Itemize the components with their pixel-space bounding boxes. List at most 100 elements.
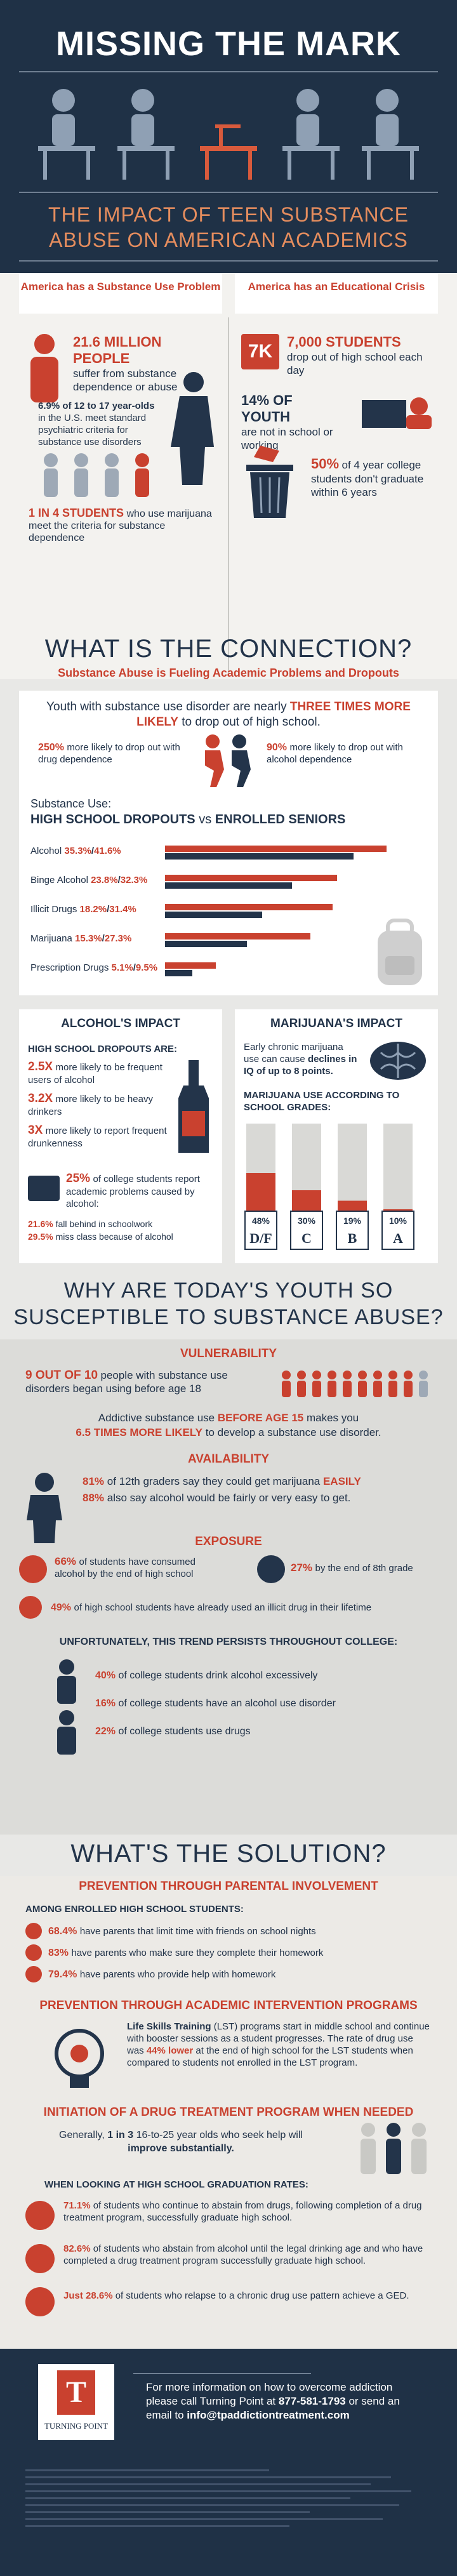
bar-row: Marijuana 15.3%/27.3% [19, 929, 438, 948]
category-label: Alcohol 35.3%/41.6% [30, 846, 121, 856]
solution-section: PREVENTION THROUGH PARENTAL INVOLVEMENT … [0, 1876, 457, 2349]
seniors-value-label: 41.6% [94, 846, 121, 856]
column-divider [228, 317, 229, 673]
graduation-icon-2 [25, 2244, 55, 2273]
person-icon [30, 334, 58, 402]
person-head [343, 1371, 352, 1379]
person-body [282, 1381, 291, 1397]
parental-icon-3 [25, 1966, 42, 1982]
college-drugs-stat: 22% of college students use drugs [95, 1726, 251, 1737]
miss-class-stat: 29.5% miss class because of alcohol [28, 1232, 173, 1242]
before-age-15-stat: Addictive substance use BEFORE AGE 15 ma… [76, 1412, 381, 1438]
iq-decline-text: Early chronic marijuana use can cause de… [244, 1042, 357, 1077]
bar-row: Prescription Drugs 5.1%/9.5% [19, 959, 438, 978]
phone-link[interactable]: 877-581-1793 [278, 2395, 346, 2407]
bar-row: Alcohol 35.3%/41.6% [19, 842, 438, 861]
lightbulb-icon [55, 2029, 104, 2088]
grade-column: 19% B [336, 1124, 369, 1250]
divider [19, 192, 438, 193]
grade-card [290, 1211, 323, 1250]
graduation-stat-1: 71.1% of students who continue to abstai… [63, 2200, 422, 2223]
treatment-heading: INITIATION OF A DRUG TREATMENT PROGRAM W… [43, 2106, 414, 2119]
stat-7000-students: 7,000 STUDENTS drop out of high school e… [287, 334, 423, 376]
backpack-icon [378, 919, 422, 985]
drug-dependence-stat: 250% more likely to drop out with drug d… [38, 742, 180, 765]
stat-1-in-4: 1 IN 4 STUDENTS who use marijuana meet t… [29, 507, 212, 543]
section-subtitle-connection: Substance Abuse is Fueling Academic Prob… [58, 667, 399, 679]
bar-seniors [165, 941, 247, 947]
bar-seniors [165, 970, 192, 976]
parental-icon-2 [25, 1944, 42, 1961]
alcohol-availability-stat: 88% also say alcohol would be fairly or … [83, 1492, 351, 1504]
graduation-icon-1 [25, 2201, 55, 2230]
grade-percent-label: 30% [298, 1216, 316, 1226]
grade-percent-label: 19% [343, 1216, 362, 1226]
stat-14-percent: 14% OF YOUTH are not in school or workin… [241, 392, 333, 451]
illicit-drug-49-percent-stat: 49% of high school students have already… [51, 1602, 372, 1613]
grade-percent-label: 10% [389, 1216, 407, 1226]
brain-icon [370, 1042, 426, 1080]
parental-stat-3: 79.4% have parents who provide help with… [48, 1969, 276, 1980]
page-subtitle: THE IMPACT OF TEEN SUBSTANCE ABUSE ON AM… [48, 203, 409, 251]
graduation-stat-3: Just 28.6% of students who relapse to a … [63, 2290, 409, 2301]
seniors-value-label: 31.4% [109, 904, 136, 915]
college-students-icon [57, 1659, 76, 1755]
category-label: Marijuana 15.3%/27.3% [30, 933, 132, 944]
alcohol-impact-title: ALCOHOL'S IMPACT [61, 1017, 180, 1030]
tab-substance-problem: America has a Substance Use Problem [19, 273, 222, 314]
email-link[interactable]: info@tpaddictiontreatment.com [187, 2409, 350, 2421]
contact-info: For more information on how to overcome … [146, 2381, 400, 2421]
bar-dropouts [165, 875, 338, 881]
person-head [373, 1371, 382, 1379]
person-body [297, 1381, 306, 1397]
connection-panel: Youth with substance use disorder are ne… [19, 691, 438, 995]
among-students-label: AMONG ENROLLED HIGH SCHOOL STUDENTS: [25, 1904, 244, 1915]
substance-use-bar-chart: Alcohol 35.3%/41.6% Binge Alcohol 23.8%/3… [19, 842, 438, 994]
alcohol-stat-3-2x: 3.2X more likely to be heavy drinkers [28, 1092, 153, 1117]
footer: T TURNING POINT For more information on … [0, 2349, 457, 2576]
student-silhouette-icon [27, 1473, 62, 1543]
person-head [282, 1371, 291, 1379]
page-title: MISSING THE MARK [55, 25, 401, 63]
nine-of-ten-stat: 9 OUT OF 10 people with substance use di… [25, 1369, 228, 1395]
divider [19, 260, 438, 262]
marijuana-grades-title: MARIJUANA USE ACCORDING TO SCHOOL GRADES… [244, 1090, 400, 1113]
one-in-three-stat: Generally, 1 in 3 16-to-25 year olds who… [59, 2130, 303, 2154]
exposure-heading: EXPOSURE [195, 1535, 262, 1548]
alcohol-impact-panel: ALCOHOL'S IMPACT HIGH SCHOOL DROPOUTS AR… [19, 1009, 222, 1263]
marijuana-grades-chart: 48% D/F 30% C 19% B 10% A [244, 1124, 414, 1250]
grade-letter-label: D/F [249, 1230, 272, 1246]
alcohol-stat-2-5x: 2.5X more likely to be frequent users of… [28, 1060, 162, 1086]
seniors-value-label: 9.5% [135, 962, 158, 973]
bar-row: Binge Alcohol 23.8%/32.3% [19, 871, 438, 890]
marijuana-availability-stat: 81% of 12th graders say they could get m… [83, 1475, 361, 1487]
dropout-intro: Youth with substance use disorder are ne… [46, 700, 411, 729]
alcohol-icon [19, 1555, 47, 1583]
marijuana-impact-panel: MARIJUANA'S IMPACT Early chronic marijua… [235, 1009, 438, 1263]
seven-k-badge: 7K [241, 334, 279, 369]
person-body [373, 1381, 382, 1397]
turning-point-logo: T TURNING POINT [38, 2364, 114, 2440]
section-title-connection: WHAT IS THE CONNECTION? [44, 635, 413, 663]
stat-6-9-percent: 6.9% of 12 to 17 year-olds in the U.S. m… [38, 401, 155, 448]
person-body [312, 1381, 321, 1397]
bar-dropouts [165, 962, 216, 969]
footer-rule [133, 2373, 311, 2374]
bar-dropouts [165, 904, 333, 910]
parental-stat-2: 83% have parents who make sure they comp… [48, 1948, 324, 1958]
illicit-drug-icon [19, 1596, 42, 1619]
stat-50-percent: 50% of 4 year college students don't gra… [311, 456, 424, 498]
eighth-grade-icon [257, 1555, 285, 1583]
trash-can-icon [246, 446, 293, 518]
graduation-icon-3 [25, 2287, 55, 2316]
grade-card [381, 1211, 414, 1250]
person-head [297, 1371, 306, 1379]
college-drink-stat: 40% of college students drink alcohol ex… [95, 1670, 318, 1681]
category-label: Binge Alcohol 23.8%/32.3% [30, 875, 148, 886]
grade-card [336, 1211, 369, 1250]
person-head [358, 1371, 367, 1379]
grade-column: 48% D/F [244, 1124, 277, 1250]
person-body [328, 1381, 336, 1397]
seniors-value-label: 27.3% [104, 933, 132, 944]
